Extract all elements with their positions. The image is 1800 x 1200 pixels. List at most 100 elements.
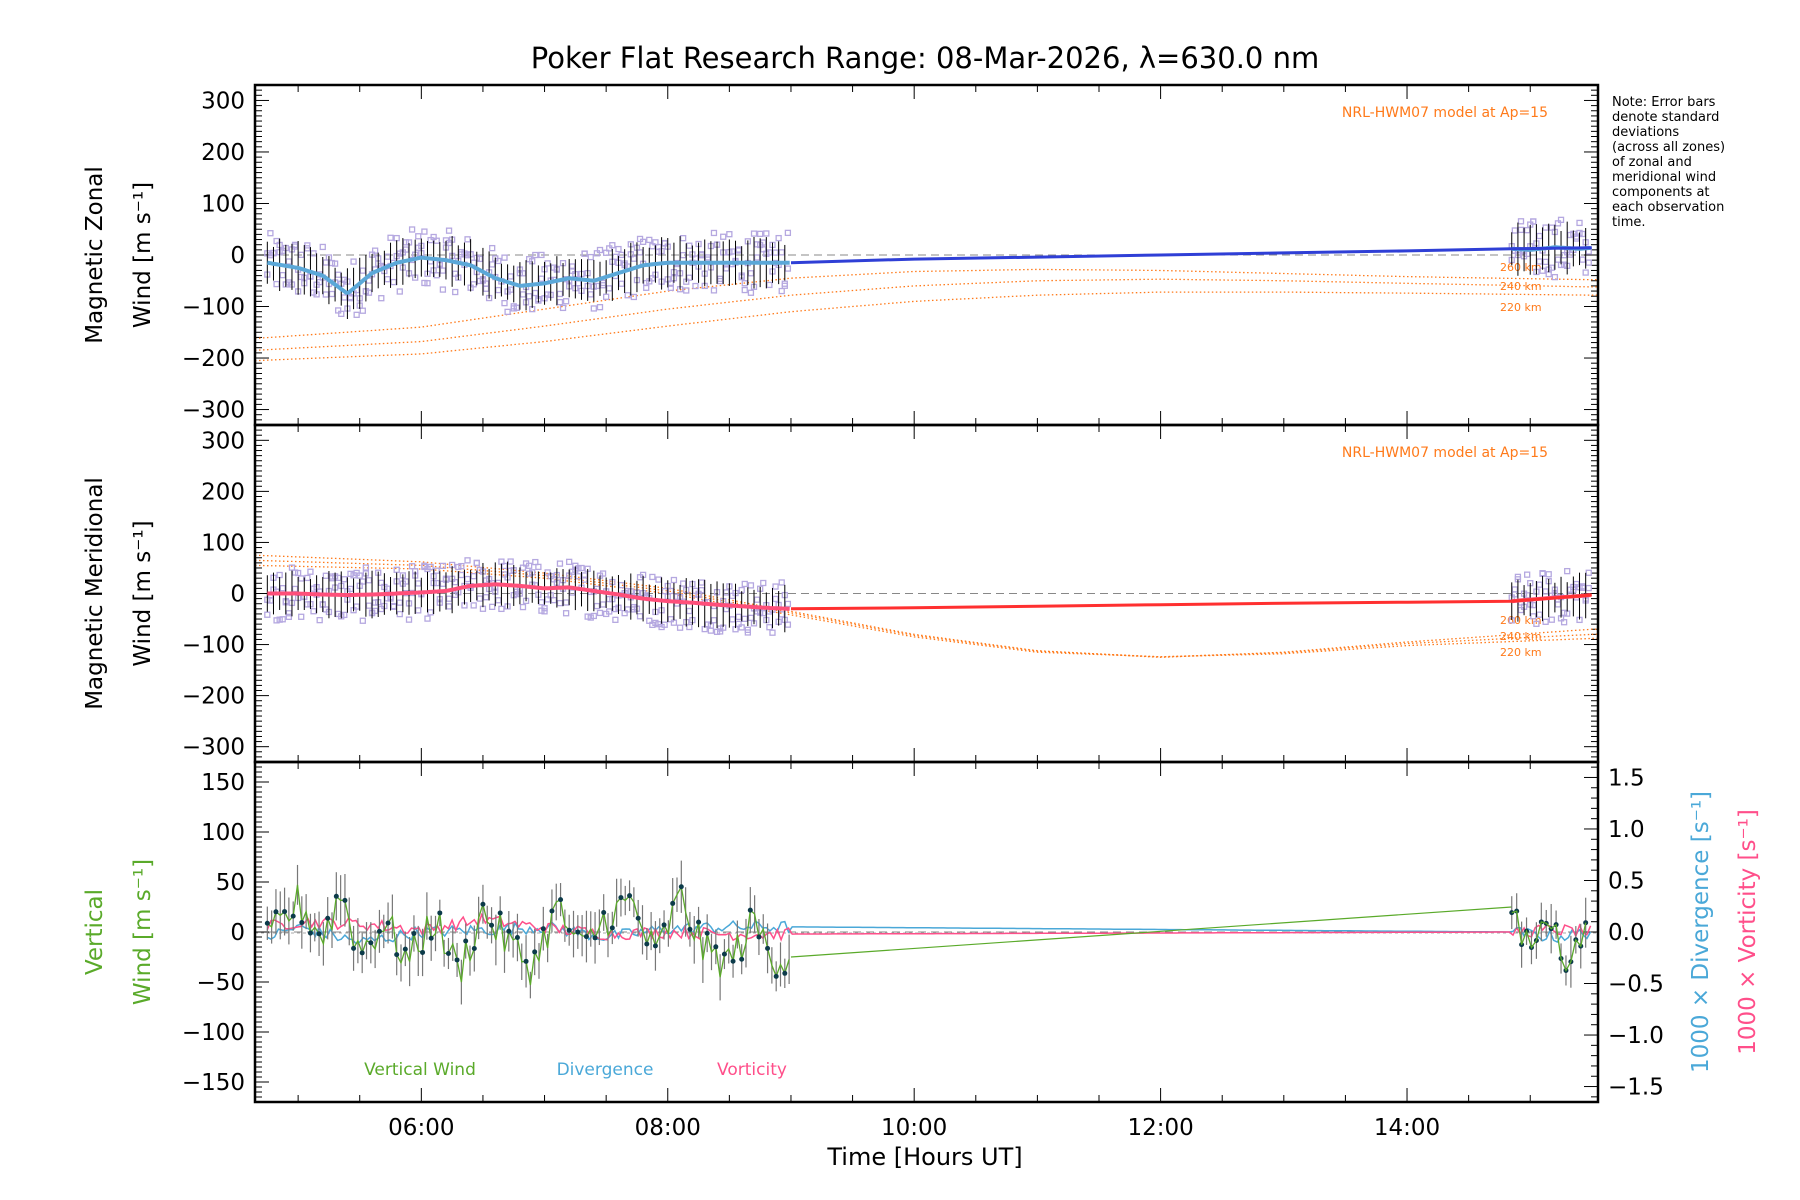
scatter-point [264, 611, 271, 618]
mean-wind-line [790, 593, 1592, 611]
scatter-point [396, 288, 403, 295]
vertical-wind-point [264, 920, 270, 926]
scatter-point [556, 599, 564, 607]
y-tick-label: −300 [182, 398, 245, 424]
scatter-point [396, 610, 403, 618]
vertical-wind-point [411, 930, 417, 936]
vertical-wind-point [514, 935, 520, 941]
scatter-point [1524, 571, 1531, 578]
scatter-point [569, 263, 576, 270]
scatter-point [661, 621, 668, 628]
scatter-point [1511, 586, 1518, 593]
scatter-point [1530, 613, 1537, 620]
scatter-point [310, 608, 317, 615]
scatter-point [519, 270, 527, 277]
scatter-point [741, 615, 748, 622]
scatter-point [593, 602, 601, 610]
scatter-point [646, 236, 653, 244]
legend-divergence: Divergence [557, 1060, 654, 1080]
scatter-point [501, 299, 508, 307]
vertical-wind-point [532, 949, 538, 955]
scatter-point [566, 558, 573, 566]
scatter-point [630, 293, 638, 301]
scatter-point [1542, 224, 1549, 231]
scatter-point [371, 247, 379, 254]
scatter-point [473, 559, 480, 566]
scatter-point [1548, 616, 1555, 623]
scatter-point [784, 265, 792, 272]
scatter-point [445, 227, 453, 234]
scatter-point [421, 228, 428, 235]
scatter-point [538, 251, 545, 259]
scatter-point [581, 576, 588, 583]
scatter-point [683, 287, 690, 294]
vertical-wind-point [575, 929, 581, 935]
scatter-point [482, 285, 490, 292]
vertical-wind-point [592, 935, 598, 941]
scatter-point [279, 616, 286, 623]
scatter-point [750, 230, 758, 237]
scatter-point [433, 272, 440, 279]
scatter-point [396, 599, 403, 606]
vertical-wind-point [687, 926, 693, 932]
scatter-point [347, 585, 354, 593]
scatter-point [331, 260, 339, 267]
scatter-point [356, 572, 363, 579]
scatter-point [402, 578, 410, 585]
scatter-point [578, 564, 585, 572]
scatter-point [498, 605, 505, 613]
vertical-wind-point [558, 897, 564, 903]
scatter-point [698, 587, 705, 594]
model-label: NRL-HWM07 model at Ap=15 [1342, 105, 1548, 121]
scatter-point [686, 623, 693, 631]
scatter-point [593, 282, 601, 290]
vertical-wind-point [635, 915, 641, 921]
scatter-point [609, 242, 616, 249]
scatter-point [716, 277, 724, 285]
scatter-point [359, 307, 366, 314]
y-tick-label: 0 [230, 582, 245, 608]
scatter-point [599, 282, 607, 289]
scatter-point [489, 244, 496, 252]
scatter-point [378, 295, 385, 302]
scatter-point [338, 310, 345, 317]
scatter-point [538, 275, 545, 282]
scatter-point [760, 610, 767, 617]
vertical-wind-point [601, 910, 607, 916]
vertical-wind-point [316, 931, 322, 937]
scatter-point [1542, 588, 1549, 595]
scatter-point [464, 236, 471, 243]
scatter-point [1530, 601, 1537, 609]
scatter-point [1533, 620, 1540, 627]
scatter-point [532, 251, 539, 259]
scatter-point [452, 288, 459, 296]
scatter-point [778, 287, 785, 295]
scatter-point [741, 280, 748, 287]
scatter-point [285, 610, 293, 617]
scatter-point [1524, 592, 1531, 599]
scatter-point [322, 291, 329, 298]
scatter-point [304, 245, 311, 252]
scatter-point [316, 616, 323, 624]
scatter-point [772, 595, 779, 603]
vertical-wind-interp [790, 906, 1512, 958]
vertical-wind-point [747, 907, 753, 913]
scatter-point [686, 607, 693, 615]
scatter-point [686, 274, 693, 281]
scatter-point [636, 249, 644, 256]
scatter-point [415, 607, 422, 614]
scatter-point [639, 238, 647, 245]
scatter-point [612, 616, 619, 623]
scatter-point [267, 230, 274, 237]
scatter-point [624, 292, 631, 299]
scatter-point [1585, 259, 1592, 266]
scatter-point [741, 580, 748, 588]
model-curve-220km [254, 291, 1598, 362]
scatter-point [747, 582, 755, 589]
model-curve-label: 260 km [1500, 261, 1542, 274]
vertical-wind-point [678, 884, 684, 890]
mean-wind-line [790, 246, 1592, 265]
y-axis-label: Vertical [82, 889, 108, 975]
y-tick-label: 300 [201, 428, 245, 454]
vertical-wind-point [307, 930, 313, 936]
